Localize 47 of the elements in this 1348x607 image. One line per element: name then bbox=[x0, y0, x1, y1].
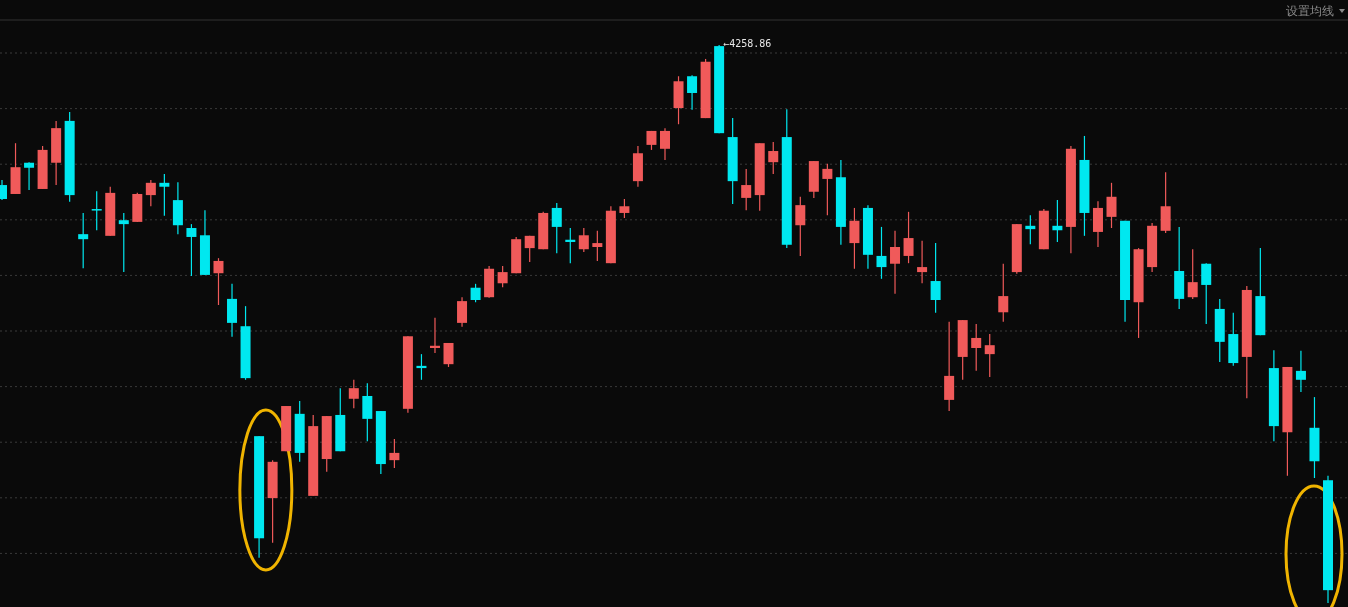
candlestick bbox=[917, 240, 928, 284]
candlestick bbox=[768, 141, 779, 175]
candlestick bbox=[1201, 262, 1212, 325]
candlestick bbox=[1106, 182, 1117, 229]
candlestick bbox=[416, 353, 427, 381]
candlestick bbox=[118, 212, 129, 273]
text: 设置均线 bbox=[1286, 4, 1334, 18]
candlestick bbox=[159, 173, 170, 217]
candlestick bbox=[619, 198, 630, 219]
candlestick bbox=[944, 321, 955, 412]
candlestick bbox=[903, 211, 914, 264]
candlestick bbox=[592, 230, 603, 262]
candlestick bbox=[497, 265, 508, 288]
candlestick bbox=[565, 227, 576, 264]
candlestick bbox=[213, 257, 224, 306]
candlestick bbox=[1187, 248, 1198, 300]
candlestick bbox=[186, 223, 197, 277]
candlestick bbox=[822, 163, 833, 216]
candlestick bbox=[741, 168, 752, 211]
candlestick bbox=[795, 196, 806, 257]
candlestick bbox=[930, 242, 941, 314]
candlestick bbox=[1092, 200, 1103, 248]
candlestick bbox=[457, 296, 468, 328]
candlestick bbox=[971, 323, 982, 372]
candlestick bbox=[551, 202, 562, 254]
candlestick bbox=[348, 379, 359, 409]
candlestick bbox=[849, 207, 860, 270]
candlestick bbox=[470, 283, 481, 303]
candlestick bbox=[145, 179, 156, 207]
candlestick bbox=[660, 127, 670, 161]
annotation: ←4258.86 bbox=[723, 38, 772, 49]
candlestick bbox=[578, 227, 589, 253]
candlestick bbox=[227, 283, 238, 338]
candlestick bbox=[524, 235, 535, 263]
candlestick bbox=[687, 74, 698, 111]
candlestick bbox=[984, 333, 995, 378]
candlestick bbox=[1025, 214, 1036, 245]
candlestick bbox=[890, 230, 901, 295]
candlestick bbox=[429, 317, 440, 354]
candlestick bbox=[998, 263, 1009, 323]
candlestick bbox=[91, 190, 102, 231]
candlestick bbox=[389, 438, 400, 469]
candlestick bbox=[876, 226, 887, 280]
candlestick bbox=[24, 161, 35, 191]
candlestick bbox=[1295, 350, 1306, 393]
candlestick bbox=[362, 382, 373, 442]
candlestick bbox=[78, 212, 89, 269]
